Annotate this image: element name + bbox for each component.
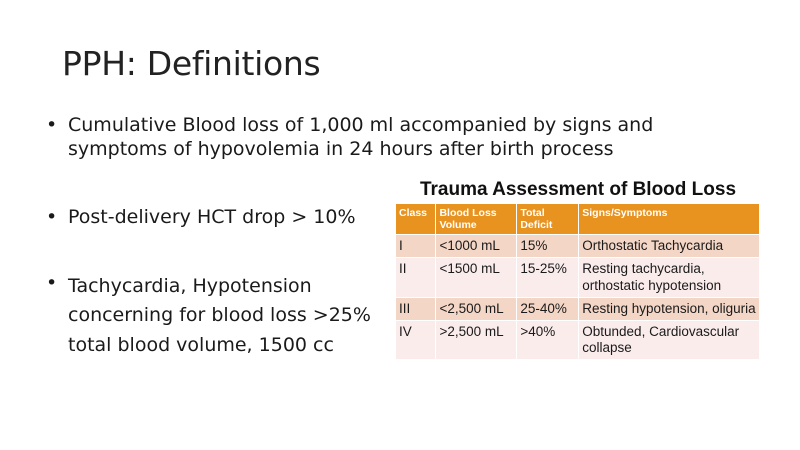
bullet-text: Post-delivery HCT drop > 10%: [68, 206, 356, 228]
table-header-row: Class Blood Loss Volume Total Deficit Si…: [396, 204, 760, 235]
table-row: II <1500 mL 15-25% Resting tachycardia, …: [396, 257, 760, 298]
header-blood-loss-volume: Blood Loss Volume: [435, 204, 518, 235]
cell-symptoms: Obtunded, Cardiovascular collapse: [578, 319, 760, 360]
bullet-glyph: •: [46, 206, 58, 228]
header-class: Class: [396, 204, 437, 235]
table-row: IV >2,500 mL >40% Obtunded, Cardiovascul…: [396, 319, 760, 360]
cell-deficit: 15-25%: [516, 257, 580, 298]
cell-volume: >2,500 mL: [435, 319, 518, 360]
blood-loss-table-section: Trauma Assessment of Blood Loss Class Bl…: [396, 179, 760, 360]
bullet-text: Cumulative Blood loss of 1,000 ml accomp…: [68, 114, 654, 160]
cell-volume: <1000 mL: [435, 234, 518, 258]
cell-volume: <2,500 mL: [435, 296, 518, 321]
table-row: I <1000 mL 15% Orthostatic Tachycardia: [396, 234, 760, 258]
cell-deficit: 25-40%: [516, 296, 580, 321]
cell-deficit: >40%: [516, 319, 580, 360]
header-total-deficit: Total Deficit: [516, 204, 580, 235]
table-title: Trauma Assessment of Blood Loss: [419, 179, 737, 200]
cell-class: III: [396, 296, 437, 321]
bullet-glyph: •: [46, 114, 58, 136]
cell-symptoms: Orthostatic Tachycardia: [578, 234, 760, 258]
cell-symptoms: Resting hypotension, oliguria: [578, 296, 760, 321]
cell-class: IV: [396, 319, 437, 360]
blood-loss-table: Class Blood Loss Volume Total Deficit Si…: [396, 204, 760, 360]
header-signs-symptoms: Signs/Symptoms: [578, 204, 760, 235]
cell-class: II: [396, 257, 437, 298]
table-row: III <2,500 mL 25-40% Resting hypotension…: [396, 296, 760, 321]
slide-title: PPH: Definitions: [62, 44, 321, 83]
cell-symptoms: Resting tachycardia, orthostatic hypoten…: [578, 257, 760, 298]
bullet-glyph: •: [46, 272, 58, 294]
bullet-text: Tachycardia, Hypotension concerning for …: [68, 275, 371, 356]
cell-volume: <1500 mL: [435, 257, 518, 298]
cell-class: I: [396, 234, 437, 258]
cell-deficit: 15%: [516, 234, 580, 258]
